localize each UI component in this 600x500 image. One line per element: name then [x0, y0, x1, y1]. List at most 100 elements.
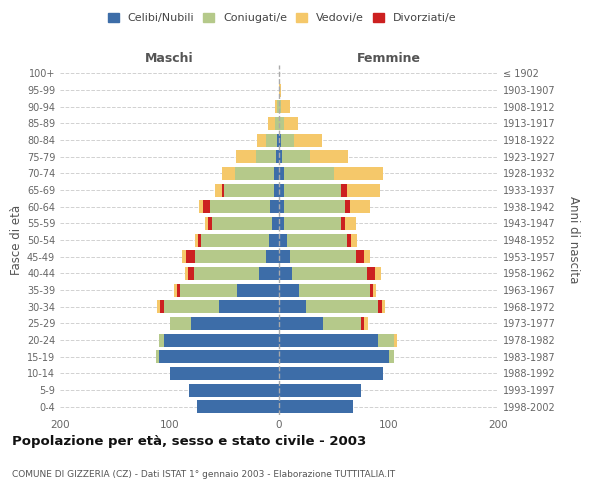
- Bar: [181, 284, 238, 296]
- Bar: [269, 234, 279, 246]
- Bar: [279, 400, 353, 413]
- Bar: [194, 250, 266, 263]
- Bar: [279, 284, 299, 296]
- Bar: [284, 117, 298, 130]
- Bar: [210, 200, 270, 213]
- Bar: [279, 217, 284, 230]
- Text: Maschi: Maschi: [145, 52, 194, 65]
- Bar: [394, 334, 397, 346]
- Bar: [284, 167, 334, 180]
- Bar: [158, 334, 164, 346]
- Bar: [157, 350, 158, 363]
- Bar: [290, 250, 356, 263]
- Bar: [169, 317, 191, 330]
- Bar: [334, 167, 383, 180]
- Bar: [389, 350, 394, 363]
- Y-axis label: Fasce di età: Fasce di età: [10, 205, 23, 275]
- Bar: [170, 367, 279, 380]
- Bar: [198, 234, 201, 246]
- Bar: [279, 100, 281, 113]
- Bar: [279, 234, 287, 246]
- Bar: [377, 300, 382, 313]
- Bar: [205, 217, 208, 230]
- Bar: [158, 350, 279, 363]
- Bar: [341, 217, 345, 230]
- Bar: [279, 300, 307, 313]
- Bar: [274, 167, 279, 180]
- Bar: [279, 317, 323, 330]
- Y-axis label: Anni di nascita: Anni di nascita: [567, 196, 580, 284]
- Text: Popolazione per età, sesso e stato civile - 2003: Popolazione per età, sesso e stato civil…: [12, 435, 366, 448]
- Bar: [295, 134, 322, 146]
- Bar: [370, 284, 373, 296]
- Bar: [281, 100, 290, 113]
- Bar: [345, 217, 356, 230]
- Bar: [361, 317, 364, 330]
- Bar: [373, 284, 376, 296]
- Legend: Celibi/Nubili, Coniugati/e, Vedovi/e, Divorziati/e: Celibi/Nubili, Coniugati/e, Vedovi/e, Di…: [106, 10, 458, 26]
- Bar: [194, 267, 259, 280]
- Bar: [219, 300, 279, 313]
- Bar: [377, 334, 394, 346]
- Bar: [164, 334, 279, 346]
- Bar: [279, 267, 292, 280]
- Bar: [376, 267, 381, 280]
- Bar: [266, 134, 277, 146]
- Bar: [272, 217, 279, 230]
- Bar: [279, 150, 282, 163]
- Bar: [284, 217, 341, 230]
- Bar: [174, 284, 177, 296]
- Bar: [188, 267, 194, 280]
- Bar: [287, 234, 347, 246]
- Bar: [351, 234, 357, 246]
- Text: Femmine: Femmine: [356, 52, 421, 65]
- Bar: [275, 100, 277, 113]
- Bar: [341, 184, 347, 196]
- Bar: [212, 217, 272, 230]
- Bar: [177, 284, 181, 296]
- Bar: [189, 384, 279, 396]
- Bar: [367, 267, 376, 280]
- Bar: [323, 317, 361, 330]
- Bar: [259, 267, 279, 280]
- Bar: [279, 184, 284, 196]
- Bar: [279, 134, 281, 146]
- Bar: [279, 367, 383, 380]
- Bar: [292, 267, 367, 280]
- Bar: [222, 184, 224, 196]
- Bar: [236, 150, 256, 163]
- Bar: [274, 184, 279, 196]
- Bar: [279, 200, 284, 213]
- Bar: [279, 84, 281, 96]
- Bar: [222, 167, 235, 180]
- Bar: [256, 150, 276, 163]
- Bar: [279, 350, 389, 363]
- Bar: [350, 200, 370, 213]
- Bar: [194, 234, 198, 246]
- Bar: [157, 300, 160, 313]
- Bar: [164, 300, 219, 313]
- Bar: [279, 334, 377, 346]
- Bar: [281, 134, 295, 146]
- Bar: [347, 184, 380, 196]
- Bar: [186, 250, 194, 263]
- Bar: [235, 167, 274, 180]
- Bar: [275, 117, 279, 130]
- Bar: [208, 217, 212, 230]
- Bar: [364, 317, 368, 330]
- Bar: [238, 284, 279, 296]
- Bar: [201, 234, 269, 246]
- Text: COMUNE DI GIZZERIA (CZ) - Dati ISTAT 1° gennaio 2003 - Elaborazione TUTTITALIA.I: COMUNE DI GIZZERIA (CZ) - Dati ISTAT 1° …: [12, 470, 395, 479]
- Bar: [382, 300, 385, 313]
- Bar: [266, 250, 279, 263]
- Bar: [345, 200, 350, 213]
- Bar: [191, 317, 279, 330]
- Bar: [257, 134, 266, 146]
- Bar: [356, 250, 364, 263]
- Bar: [199, 200, 203, 213]
- Bar: [224, 184, 274, 196]
- Bar: [268, 117, 275, 130]
- Bar: [203, 200, 210, 213]
- Bar: [160, 300, 164, 313]
- Bar: [215, 184, 222, 196]
